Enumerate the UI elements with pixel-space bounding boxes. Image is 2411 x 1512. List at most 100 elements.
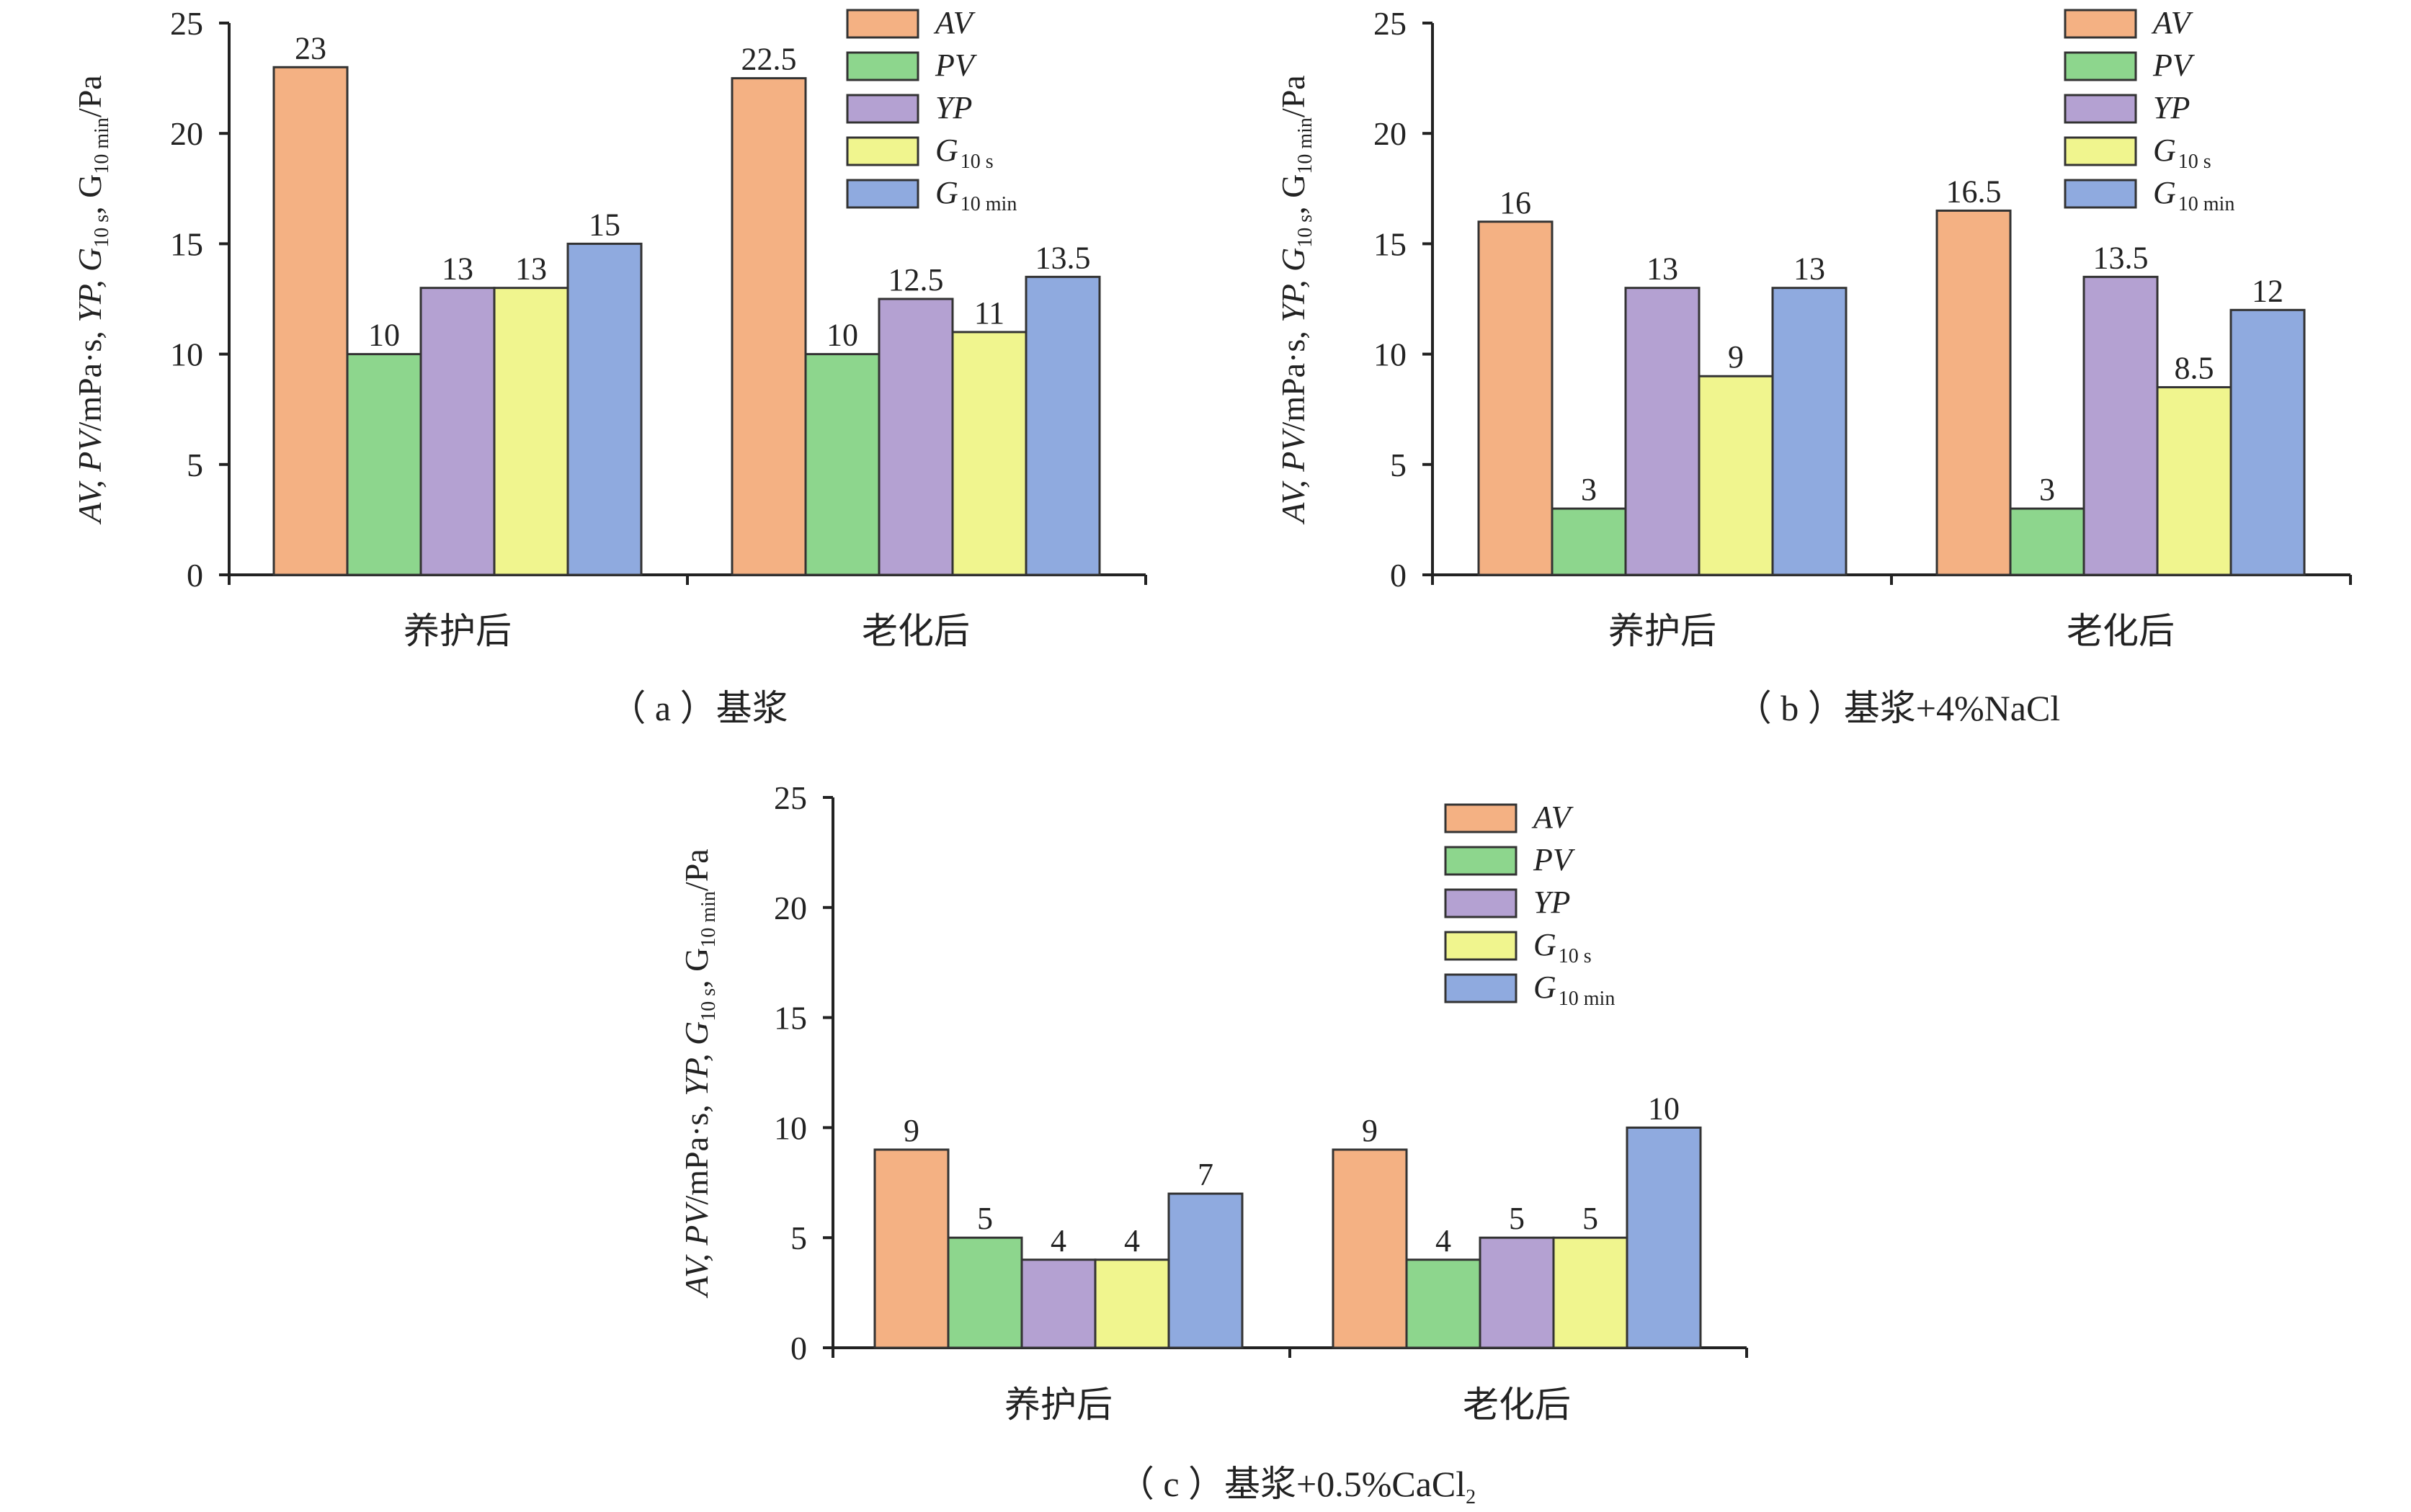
bar <box>2082 275 2159 576</box>
legend-label: PV <box>935 48 978 83</box>
bar <box>873 1148 950 1349</box>
y-tick-label: 15 <box>170 225 203 262</box>
bar <box>2229 308 2306 576</box>
legend-swatch <box>1444 931 1518 961</box>
legend-swatch <box>846 179 919 209</box>
legend-label: AV <box>1531 800 1574 835</box>
y-tick-label: 25 <box>170 5 203 42</box>
data-label: 5 <box>977 1201 993 1236</box>
y-tick-label: 25 <box>1373 5 1407 42</box>
legend-swatch <box>2064 94 2137 124</box>
y-tick-label: 10 <box>170 336 203 373</box>
bar <box>1094 1258 1170 1349</box>
bar <box>1477 220 1554 576</box>
y-tick-label: 10 <box>774 1109 807 1146</box>
category-label: 老化后 <box>1463 1384 1571 1425</box>
legend-label: AV <box>2151 5 2194 40</box>
data-label: 4 <box>1051 1223 1066 1258</box>
y-tick-label: 0 <box>1390 557 1407 594</box>
bar <box>566 242 643 576</box>
legend-swatch <box>2064 9 2137 39</box>
bar <box>1020 1258 1097 1349</box>
bar <box>951 331 1028 576</box>
data-label: 10 <box>826 318 858 353</box>
category-label: 养护后 <box>404 611 512 651</box>
data-label: 8.5 <box>2175 351 2214 386</box>
figure-caption: （ a ）基浆 <box>610 688 788 728</box>
chart-panel-2: 0 5 10 15 20 25 16 3 13 9 13 养护后 16.5 3 13.5 8.5 12 老化后 AV… <box>1275 5 2352 728</box>
data-label: 9 <box>1362 1113 1378 1148</box>
data-label: 5 <box>1582 1201 1598 1236</box>
data-label: 13 <box>1793 251 1825 287</box>
bar <box>1771 287 1848 576</box>
y-tick-label: 20 <box>1373 115 1407 152</box>
bar <box>947 1236 1023 1349</box>
legend-swatch <box>1444 803 1518 833</box>
category-label: 养护后 <box>1608 611 1716 651</box>
bar <box>1935 209 2012 576</box>
data-label: 3 <box>2039 472 2055 507</box>
legend-swatch <box>1444 973 1518 1003</box>
legend-swatch <box>2064 179 2137 209</box>
y-tick-label: 5 <box>187 447 203 483</box>
data-label: 10 <box>368 318 400 353</box>
bar <box>1479 1236 1555 1349</box>
bar <box>493 287 569 576</box>
data-label: 13.5 <box>1035 240 1091 275</box>
bar <box>878 298 954 576</box>
figure-caption: （ b ）基浆+4%NaCl <box>1736 688 2060 728</box>
y-tick-label: 0 <box>790 1330 807 1366</box>
bar <box>1624 287 1701 576</box>
legend-label: YP <box>2153 90 2190 125</box>
data-label: 16.5 <box>1946 174 2002 209</box>
y-axis-label: AV, PV/mPa·s, YP, G10 s, G10 min/Pa <box>71 75 113 524</box>
bar <box>2156 386 2232 576</box>
data-label: 9 <box>904 1113 919 1148</box>
legend: AV PV YP G 10 sG 10 min <box>2064 5 2234 215</box>
category-label: 养护后 <box>1004 1384 1113 1425</box>
legend-label: G 10 min <box>1533 970 1615 1010</box>
data-label: 16 <box>1499 185 1531 220</box>
bar <box>1552 1236 1628 1349</box>
legend-swatch <box>846 94 919 124</box>
legend-swatch <box>1444 888 1518 918</box>
legend-label: G 10 s <box>1533 927 1592 967</box>
y-tick-label: 25 <box>774 779 807 816</box>
legend-swatch <box>2064 51 2137 81</box>
bar <box>346 353 422 576</box>
bar <box>2009 507 2085 576</box>
legend-label: G 10 s <box>2153 133 2211 173</box>
data-label: 23 <box>295 30 326 66</box>
y-tick-label: 15 <box>1373 225 1407 262</box>
bar <box>1551 507 1627 576</box>
data-label: 13 <box>515 251 547 287</box>
legend-label: AV <box>933 5 976 40</box>
legend-label: G 10 min <box>935 175 1017 215</box>
bar <box>1626 1126 1702 1349</box>
data-label: 13.5 <box>2093 240 2149 275</box>
y-tick-label: 10 <box>1373 336 1407 373</box>
data-label: 3 <box>1581 472 1597 507</box>
legend: AV PV YP G 10 sG 10 min <box>846 5 1017 215</box>
y-tick-label: 20 <box>774 890 807 926</box>
bar <box>1332 1148 1408 1349</box>
data-label: 15 <box>589 207 620 242</box>
data-label: 10 <box>1648 1091 1680 1126</box>
y-axis-label: AV, PV/mPa·s, YP, G10 s, G10 min/Pa <box>678 849 720 1298</box>
legend-label: YP <box>935 90 972 125</box>
data-label: 12 <box>2252 273 2283 308</box>
bar <box>1698 375 1774 576</box>
data-label: 4 <box>1435 1223 1451 1258</box>
category-label: 老化后 <box>862 611 970 651</box>
legend-swatch <box>846 51 919 81</box>
data-label: 12.5 <box>888 262 944 298</box>
y-tick-label: 15 <box>774 1000 807 1037</box>
legend-label: G 10 s <box>935 133 994 173</box>
data-label: 13 <box>442 251 473 287</box>
y-tick-label: 5 <box>790 1220 807 1256</box>
figure-caption: （ c ）基浆+0.5%CaCl2 <box>1118 1464 1476 1508</box>
legend-swatch <box>1444 846 1518 876</box>
legend: AV PV YP G 10 sG 10 min <box>1444 800 1615 1010</box>
legend-label: PV <box>2152 48 2196 83</box>
